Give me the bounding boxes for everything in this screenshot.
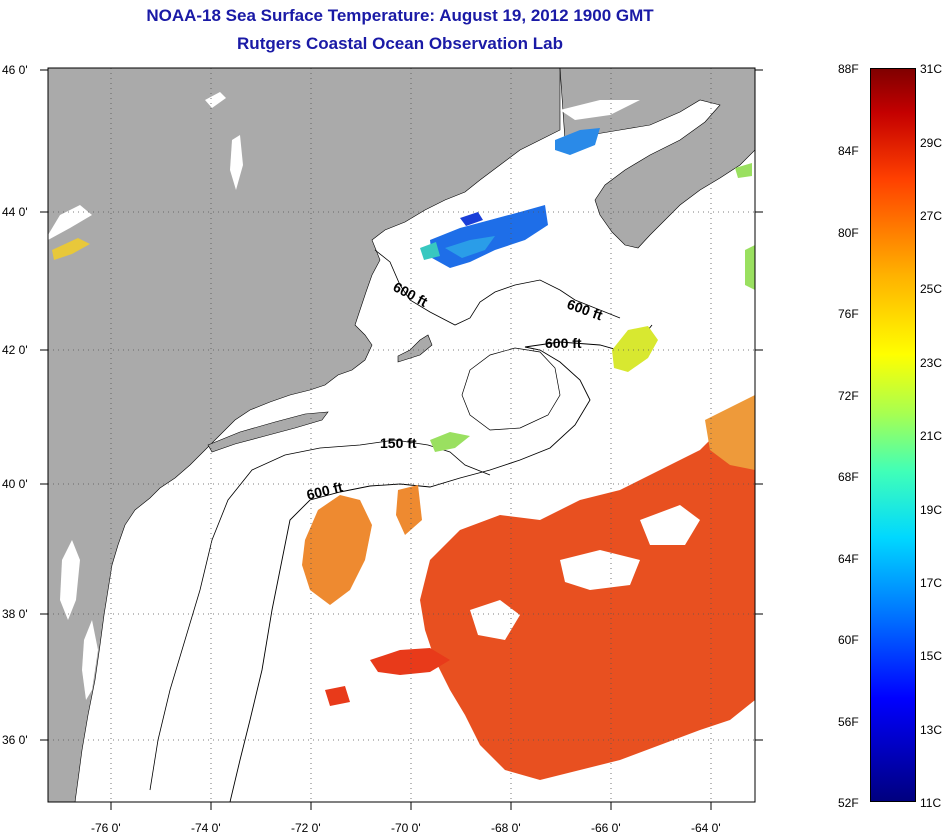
colorbar-f-label: 72F — [838, 389, 859, 403]
map-subtitle: Rutgers Coastal Ocean Observation Lab — [237, 34, 563, 53]
colorbar-f-label: 64F — [838, 552, 859, 566]
lat-label: 40 0' — [2, 477, 28, 491]
lake — [82, 620, 98, 700]
lake — [230, 135, 243, 190]
contour-georges — [461, 347, 561, 431]
lat-label: 36 0' — [2, 733, 28, 747]
lat-label: 46 0' — [2, 63, 28, 77]
colorbar-c-label: 31C — [920, 62, 943, 76]
lat-label: 38 0' — [2, 607, 28, 621]
sst-cool-patch — [555, 128, 600, 155]
colorbar-f-label: 80F — [838, 226, 859, 240]
lon-label: -66 0' — [591, 821, 621, 835]
land-long-island — [207, 411, 329, 453]
lon-label: -76 0' — [91, 821, 121, 835]
sst-warm-patch — [420, 400, 755, 780]
colorbar-f-label: 68F — [838, 470, 859, 484]
sst-mid-patch — [430, 432, 470, 452]
sst-mid-patch — [612, 326, 658, 372]
map-area — [48, 68, 755, 802]
colorbar-f-label: 60F — [838, 633, 859, 647]
colorbar-c-label: 19C — [920, 503, 943, 517]
lon-label: -68 0' — [491, 821, 521, 835]
sst-mid-patch — [745, 245, 755, 290]
map-frame — [47, 67, 756, 803]
lake — [48, 205, 92, 240]
contour-600ft — [229, 324, 653, 802]
colorbar-f-label: 88F — [838, 62, 859, 76]
colorbar-c-label: 15C — [920, 649, 943, 663]
sst-warm-patch — [302, 495, 372, 605]
lake — [560, 100, 640, 120]
sst-mid-patch — [735, 163, 752, 178]
sst-warm-patch — [515, 680, 605, 758]
sst-warm-patch — [370, 648, 450, 675]
colorbar-c-label: 17C — [920, 576, 943, 590]
cloud-gap — [470, 600, 520, 640]
contour-600ft-gom — [374, 249, 621, 326]
map-ticks — [40, 69, 763, 810]
colorbar-c-label: 27C — [920, 209, 943, 223]
colorbar-c-label: 11C — [920, 796, 942, 810]
sst-cool-patch — [420, 242, 440, 260]
lat-label: 42 0' — [2, 343, 28, 357]
colorbar-f-label: 84F — [838, 144, 859, 158]
sst-cool-patch — [460, 212, 483, 226]
lon-label: -70 0' — [391, 821, 421, 835]
colorbar-f-label: 56F — [838, 715, 859, 729]
sst-warm-patch — [705, 395, 755, 470]
depth-label: 600 ft — [545, 335, 582, 351]
sst-warm-patch — [325, 686, 350, 706]
colorbar-c-label: 25C — [920, 282, 943, 296]
sst-cool-patch — [445, 236, 495, 258]
sst-warm-patch — [396, 485, 422, 535]
lon-label: -74 0' — [191, 821, 221, 835]
cloud-gap — [560, 550, 640, 590]
map-title: NOAA-18 Sea Surface Temperature: August … — [146, 6, 654, 25]
colorbar-c-label: 13C — [920, 723, 943, 737]
sst-mid-patch — [52, 238, 90, 260]
colorbar-c-label: 23C — [920, 356, 943, 370]
colorbar-f-label: 76F — [838, 307, 859, 321]
colorbar-f-label: 52F — [838, 796, 859, 810]
lon-label: -64 0' — [691, 821, 721, 835]
lat-label: 44 0' — [2, 205, 28, 219]
land-mainland — [48, 68, 561, 802]
colorbar-c-label: 29C — [920, 136, 943, 150]
lake — [60, 540, 80, 620]
depth-label: 150 ft — [380, 435, 417, 451]
temperature-colorbar — [870, 68, 916, 802]
land-cape-cod — [397, 334, 433, 363]
lake — [205, 92, 226, 108]
lon-label: -72 0' — [291, 821, 321, 835]
cloud-gap — [640, 505, 700, 545]
colorbar-c-label: 21C — [920, 429, 943, 443]
